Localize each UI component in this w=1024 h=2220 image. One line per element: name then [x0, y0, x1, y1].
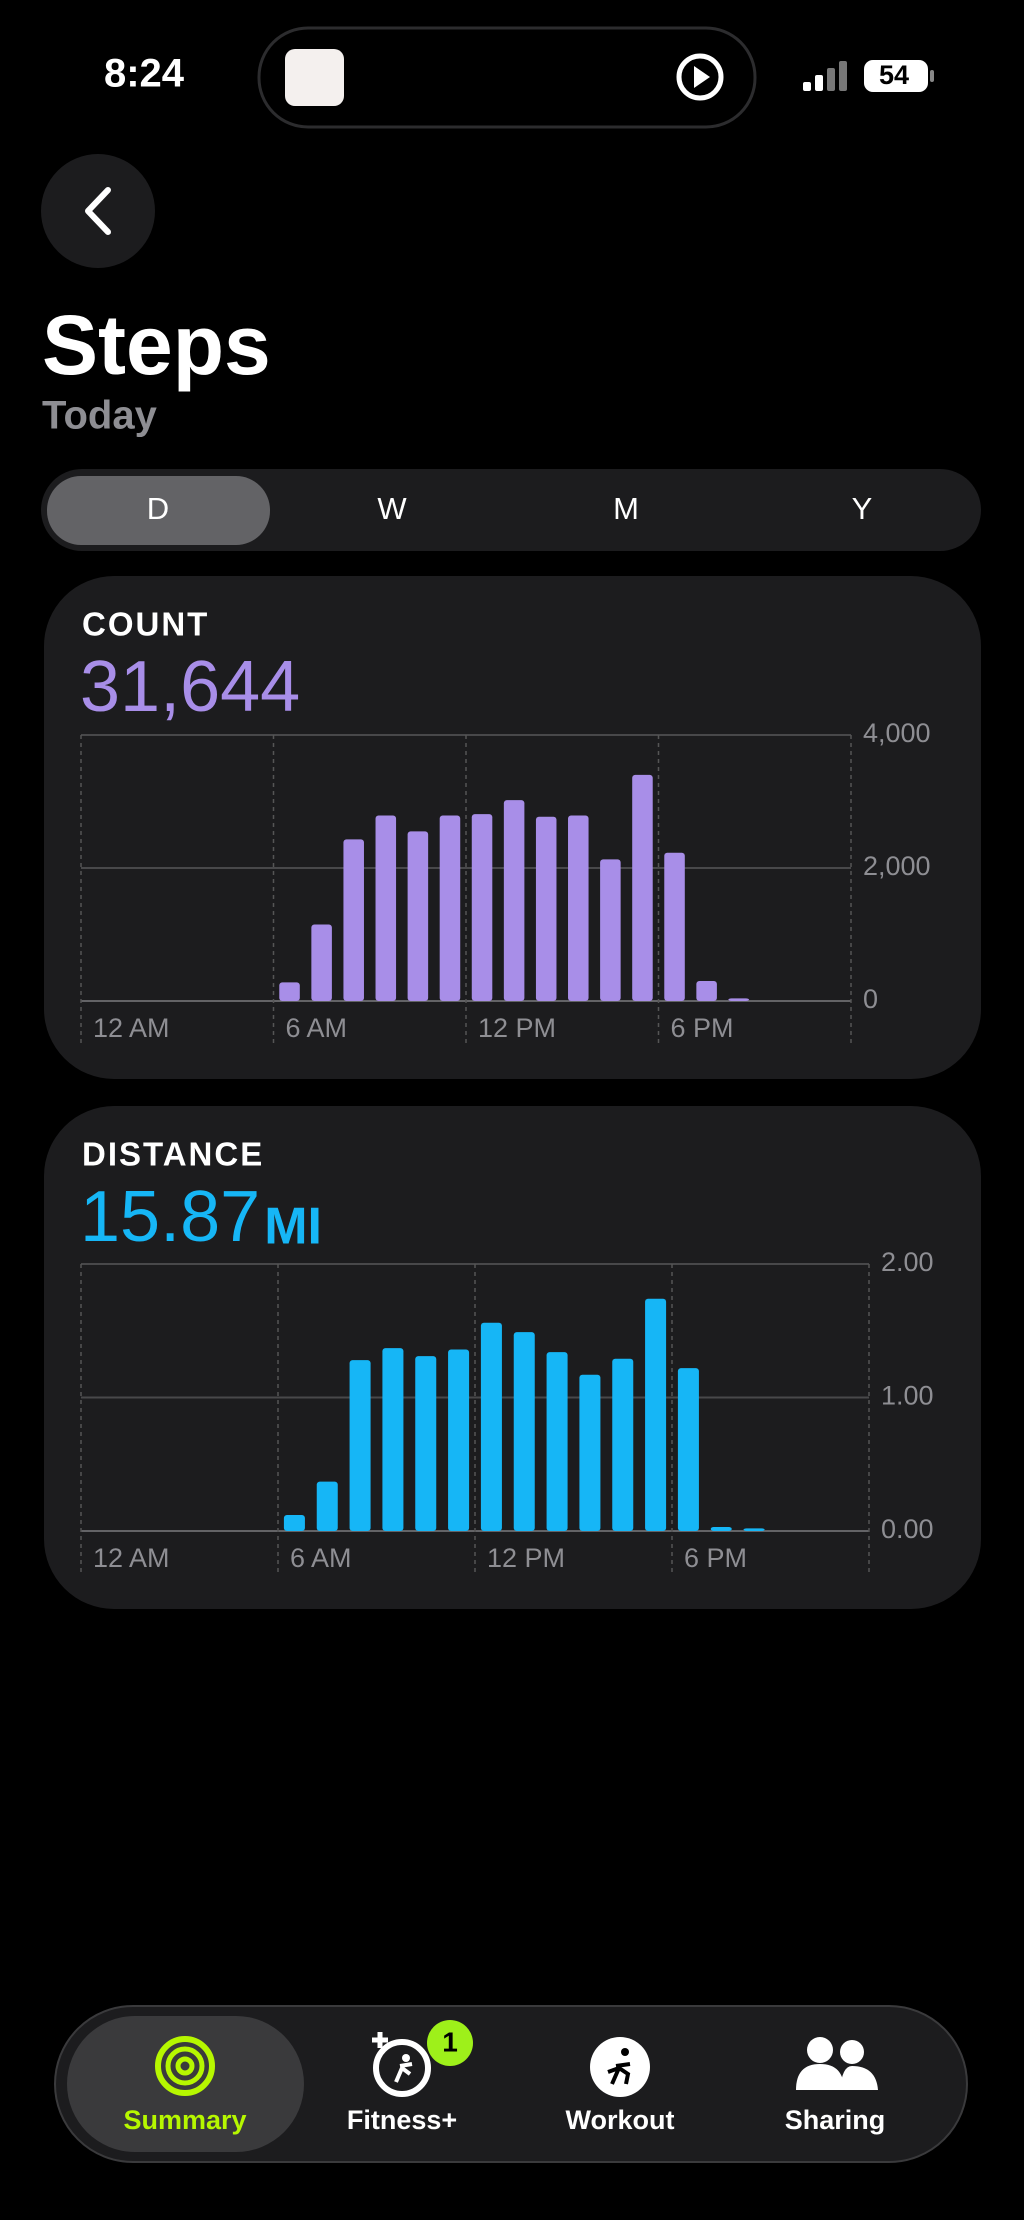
card-total: 31,644	[80, 647, 300, 727]
bar	[311, 924, 332, 1001]
bar	[316, 1481, 338, 1531]
card-title: DISTANCE	[82, 1136, 264, 1173]
y-tick-label: 0	[863, 984, 878, 1014]
battery-cap	[930, 70, 934, 82]
x-tick-label: 12 AM	[93, 1013, 170, 1043]
battery	[864, 60, 928, 92]
card-title: COUNT	[82, 606, 209, 643]
bar	[743, 1528, 765, 1531]
badge	[427, 2020, 473, 2066]
bar	[645, 1298, 667, 1531]
bar	[612, 1358, 634, 1531]
badge-count: 1	[442, 2026, 458, 2057]
bar	[283, 1514, 305, 1531]
back-button[interactable]	[41, 154, 155, 268]
playback-icon	[676, 53, 724, 101]
bar	[696, 981, 717, 1001]
bar	[279, 982, 300, 1001]
x-tick-label: 12 AM	[93, 1543, 170, 1573]
dynamic-island	[257, 26, 757, 129]
bar	[579, 1374, 601, 1531]
bar	[407, 831, 429, 1001]
bar	[600, 859, 621, 1001]
segment-label[interactable]: D	[147, 491, 169, 526]
page-title: Steps	[42, 298, 271, 392]
bar	[503, 800, 525, 1001]
tab-label[interactable]: Fitness+	[347, 2105, 457, 2135]
x-tick-label: 6 AM	[290, 1543, 352, 1573]
bar	[728, 998, 749, 1001]
sharing-icon	[796, 2037, 878, 2090]
x-tick-label: 12 PM	[478, 1013, 556, 1043]
bar	[480, 1322, 502, 1531]
play-glyph	[694, 66, 710, 88]
tab-label[interactable]: Summary	[123, 2105, 246, 2135]
y-tick-label: 2.00	[881, 1247, 934, 1277]
status-time: 8:24	[104, 52, 185, 96]
bar	[439, 815, 461, 1001]
bar	[448, 1349, 470, 1531]
tab-label[interactable]: Workout	[566, 2105, 675, 2135]
segment-label[interactable]: Y	[852, 491, 873, 526]
card-unit: MI	[264, 1198, 322, 1256]
x-tick-label: 12 PM	[487, 1543, 565, 1573]
bar	[535, 816, 557, 1001]
x-tick-label: 6 PM	[671, 1013, 734, 1043]
bar	[546, 1352, 568, 1531]
segment-selected	[47, 476, 270, 545]
fitness-icon	[372, 2032, 431, 2097]
bar	[664, 852, 685, 1001]
bar	[349, 1360, 371, 1531]
album-art	[285, 49, 344, 106]
card-total: 15.87	[80, 1177, 260, 1257]
bar	[382, 1348, 404, 1531]
y-tick-label: 4,000	[863, 718, 931, 748]
signal-icon	[803, 61, 847, 91]
bar	[415, 1356, 437, 1531]
y-tick-label: 0.00	[881, 1514, 934, 1544]
tab-label[interactable]: Sharing	[785, 2105, 886, 2135]
bar	[632, 774, 653, 1001]
bar	[568, 815, 589, 1001]
bar	[343, 839, 364, 1001]
workout-icon	[590, 2037, 650, 2097]
bar	[375, 815, 397, 1001]
bar	[677, 1368, 699, 1531]
page-subtitle: Today	[42, 394, 158, 438]
y-tick-label: 2,000	[863, 851, 931, 881]
battery-level: 54	[879, 60, 909, 90]
x-tick-label: 6 PM	[684, 1543, 747, 1573]
bar	[471, 814, 493, 1001]
bar	[513, 1332, 535, 1531]
y-tick-label: 1.00	[881, 1381, 934, 1411]
x-tick-label: 6 AM	[286, 1013, 348, 1043]
summary-icon	[155, 2036, 215, 2096]
bar	[710, 1526, 732, 1531]
segment-label[interactable]: M	[613, 491, 639, 526]
segment-label[interactable]: W	[377, 491, 407, 526]
segmented-control	[41, 469, 981, 551]
